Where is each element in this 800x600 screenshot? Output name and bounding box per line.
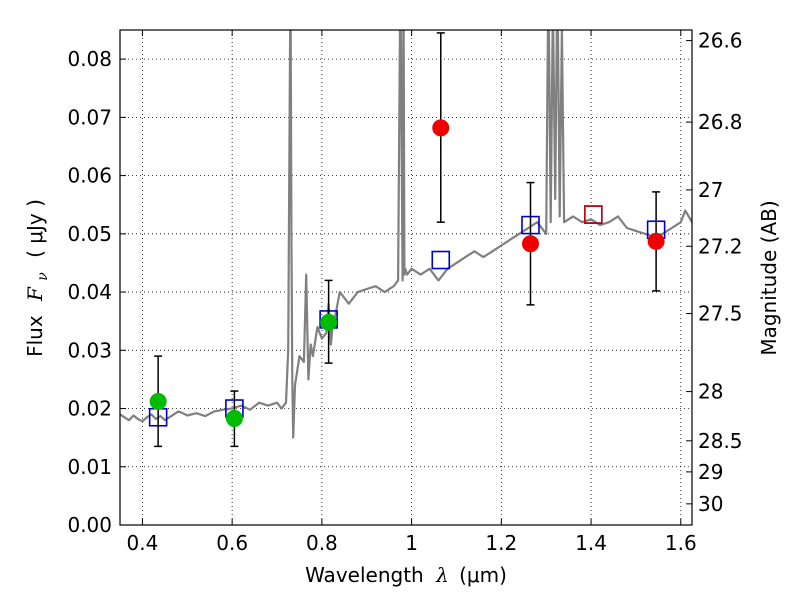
y-tick-label: 0.01	[67, 455, 112, 479]
y-axis-label-sub: ν	[35, 272, 51, 281]
x-tick-label: 0.4	[127, 531, 159, 555]
y-axis: 0.00 0.01 0.02 0.03 0.04 0.05 0.06 0.07 0.08	[67, 47, 126, 537]
plot-area	[120, 30, 692, 448]
x-tick-label: 0.6	[216, 531, 248, 555]
x-axis-label: Wavelength λ (μm)	[305, 563, 507, 587]
y2-tick-label: 27	[698, 178, 723, 202]
highlight-square	[584, 205, 603, 224]
y-tick-label: 0.04	[67, 280, 112, 304]
x-tick-label: 1	[405, 531, 418, 555]
y-tick-label: 0.02	[67, 397, 112, 421]
observed-point-green	[225, 409, 243, 427]
y-tick-label: 0.05	[67, 222, 112, 246]
y2-tick-label: 30	[698, 492, 723, 516]
y-axis-label-symbol: F	[23, 286, 47, 302]
y-axis-label-prefix: Flux	[23, 315, 47, 357]
axes-frame	[119, 29, 693, 526]
y2-tick-label: 26.6	[698, 29, 743, 53]
x-tick-label: 1.2	[485, 531, 517, 555]
observed-point-green	[149, 393, 167, 411]
x-tick-label: 1.4	[575, 531, 607, 555]
y2-axis: 26.6 26.8 27 27.2 27.5 28 28.5 29 30	[686, 29, 743, 516]
y-tick-label: 0.07	[67, 105, 112, 129]
y-tick-label: 0.06	[67, 164, 112, 188]
grid	[120, 30, 692, 526]
model-photometry-square	[431, 250, 451, 270]
model-spectrum-line	[120, 30, 692, 439]
x-axis-label-symbol: λ	[435, 563, 449, 587]
y2-tick-label: 27.5	[698, 302, 743, 326]
x-axis-label-unit: (μm)	[459, 563, 507, 587]
x-axis-label-prefix: Wavelength	[305, 563, 424, 587]
y2-axis-label: Magnitude (AB)	[757, 200, 781, 355]
x-axis: 0.4 0.6 0.8 1 1.2 1.4 1.6	[127, 30, 697, 555]
x-tick-label: 0.8	[306, 531, 338, 555]
observed-point-red	[521, 235, 539, 253]
observed-point-red	[647, 232, 665, 250]
y2-tick-label: 28.5	[698, 429, 743, 453]
y2-tick-label: 26.8	[698, 110, 743, 134]
y2-tick-label: 27.2	[698, 234, 743, 258]
y-axis-label-unit: ( μJy )	[23, 199, 47, 258]
y-axis-label: Flux F ν ( μJy )	[23, 199, 52, 357]
y-tick-label: 0.03	[67, 338, 112, 362]
y-tick-label: 0.00	[67, 513, 112, 537]
x-tick-label: 1.6	[665, 531, 697, 555]
observed-point-red	[432, 119, 450, 137]
y2-tick-label: 28	[698, 380, 723, 404]
y2-tick-label: 29	[698, 460, 723, 484]
observed-point-green	[320, 313, 338, 331]
y-tick-label: 0.08	[67, 47, 112, 71]
